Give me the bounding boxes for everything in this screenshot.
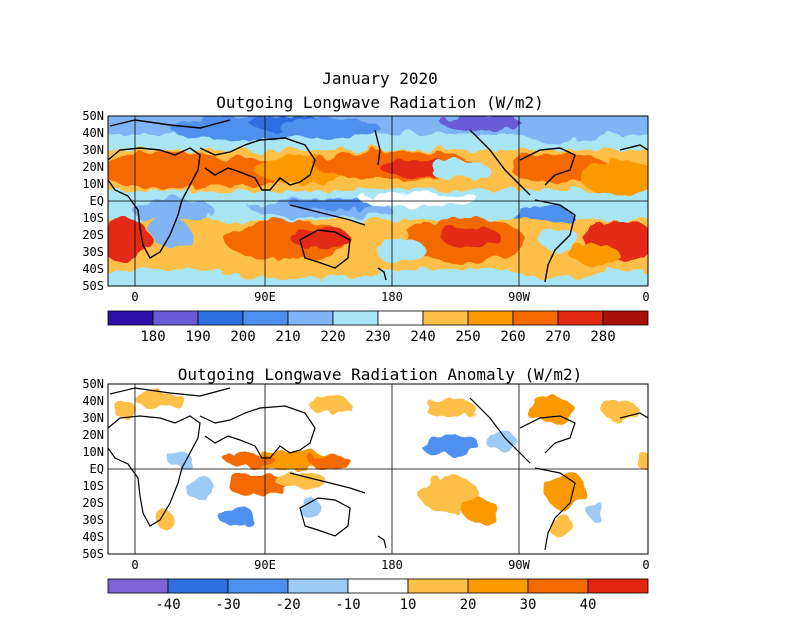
map2-lon-labels: 0 90E 180 90W 0 [131, 558, 649, 572]
lon-label: 180 [381, 558, 403, 572]
colorbar-swatch [467, 578, 529, 594]
lon-label: 90E [254, 290, 276, 304]
colorbar-swatch [152, 310, 199, 326]
lat-label: 50S [82, 279, 104, 293]
colorbar-label: 20 [460, 597, 477, 613]
colorbar-label: 280 [590, 329, 615, 345]
colorbar-label: -20 [275, 597, 300, 613]
lat-label: 30S [82, 513, 104, 527]
lat-label: 10S [82, 211, 104, 225]
lat-label: 30S [82, 245, 104, 259]
lon-label: 0 [131, 290, 138, 304]
colorbar-label: 210 [275, 329, 300, 345]
map2-gridlines [108, 384, 648, 554]
lat-label: EQ [90, 194, 104, 208]
colorbar-swatch [512, 310, 559, 326]
colorbar-label: 10 [400, 597, 417, 613]
colorbar-swatch [287, 578, 349, 594]
lat-label: 30N [82, 411, 104, 425]
colorbar-label: 40 [580, 597, 597, 613]
colorbar-swatch [377, 310, 424, 326]
colorbar-label: 250 [455, 329, 480, 345]
map1-lon-labels: 0 90E 180 90W 0 [131, 290, 649, 304]
lon-label: 90W [508, 290, 530, 304]
olr-anomaly-map: 50N 40N 30N 20N 10N EQ 10S 20S 30S 40S 50S 0 90E 180… [82, 377, 649, 572]
colorbar-swatch [242, 310, 289, 326]
colorbar-label: 220 [320, 329, 345, 345]
colorbar-swatch [467, 310, 514, 326]
colorbar-swatch [587, 578, 649, 594]
lat-label: 50N [82, 109, 104, 123]
colorbar-label: 190 [185, 329, 210, 345]
colorbar-swatch [407, 578, 469, 594]
page-title: January 2020 [322, 69, 438, 88]
lon-label: 90W [508, 558, 530, 572]
olr-map: 50N 40N 30N 20N 10N EQ 10S 20S 30S 40S 50S 0 90E 180… [82, 109, 649, 304]
colorbar-swatch [527, 578, 589, 594]
colorbar-swatch [287, 310, 334, 326]
lat-label: 30N [82, 143, 104, 157]
lat-label: 20N [82, 428, 104, 442]
colorbar-label: -30 [215, 597, 240, 613]
map1-lat-labels: 50N 40N 30N 20N 10N EQ 10S 20S 30S 40S 50S [82, 109, 104, 293]
colorbar-swatch [107, 578, 169, 594]
colorbar-label: 180 [140, 329, 165, 345]
lon-label: 0 [131, 558, 138, 572]
colorbar-label: 230 [365, 329, 390, 345]
lat-label: 10N [82, 445, 104, 459]
colorbar-swatch [602, 310, 649, 326]
colorbar-label: 30 [520, 597, 537, 613]
lat-label: 20S [82, 228, 104, 242]
map1-title: Outgoing Longwave Radiation (W/m2) [216, 93, 544, 112]
lat-label: 20S [82, 496, 104, 510]
lat-label: 40N [82, 126, 104, 140]
coastlines [108, 387, 648, 551]
colorbar-label: 270 [545, 329, 570, 345]
lat-label: 40N [82, 394, 104, 408]
colorbar-swatch [197, 310, 244, 326]
colorbar-swatch [422, 310, 469, 326]
colorbar-label: 240 [410, 329, 435, 345]
map1-gridlines [108, 116, 648, 286]
lon-label: 90E [254, 558, 276, 572]
lon-label: 0 [642, 290, 649, 304]
colorbar-swatch [557, 310, 604, 326]
colorbar-swatch [107, 310, 154, 326]
lat-label: 50S [82, 547, 104, 561]
colorbar-swatch [227, 578, 289, 594]
lon-label: 0 [642, 558, 649, 572]
map2-lat-labels: 50N 40N 30N 20N 10N EQ 10S 20S 30S 40S 50S [82, 377, 104, 561]
lon-label: 180 [381, 290, 403, 304]
olr-colorbar: 180 190 200 210 220 230 240 250 260 270 280 [107, 310, 649, 345]
coastlines [108, 119, 648, 283]
colorbar-swatch [332, 310, 379, 326]
colorbar-swatch [167, 578, 229, 594]
colorbar-label: 200 [230, 329, 255, 345]
lat-label: EQ [90, 462, 104, 476]
colorbar-label: -10 [335, 597, 360, 613]
colorbar-swatch [347, 578, 409, 594]
lat-label: 10S [82, 479, 104, 493]
lat-label: 50N [82, 377, 104, 391]
lat-label: 10N [82, 177, 104, 191]
lat-label: 40S [82, 530, 104, 544]
colorbar-label: -40 [155, 597, 180, 613]
anomaly-colorbar: -40 -30 -20 -10 10 20 30 40 [107, 578, 649, 613]
lat-label: 40S [82, 262, 104, 276]
lat-label: 20N [82, 160, 104, 174]
colorbar-label: 260 [500, 329, 525, 345]
map2-title: Outgoing Longwave Radiation Anomaly (W/m… [177, 365, 583, 384]
